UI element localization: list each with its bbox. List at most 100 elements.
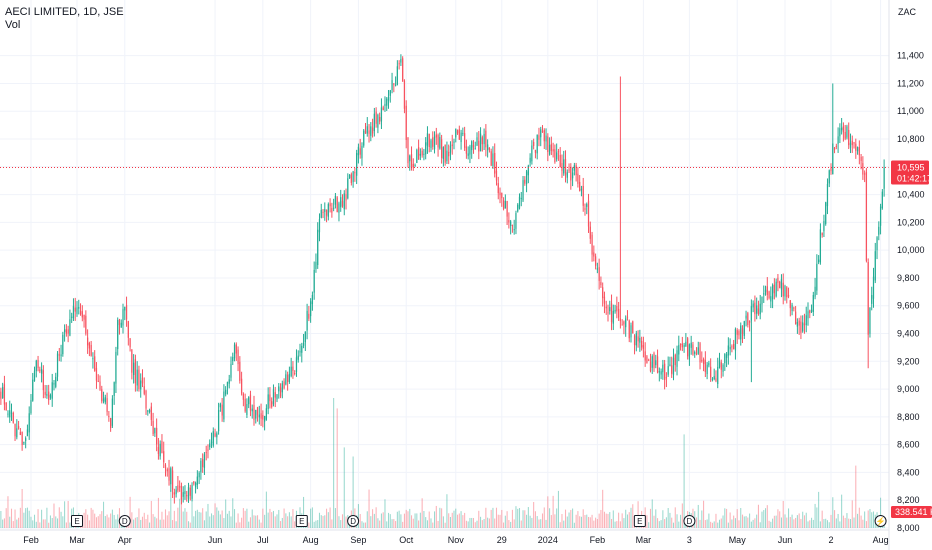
volume-bar [42, 519, 44, 528]
volume-bar [510, 521, 512, 528]
candle [879, 203, 882, 235]
volume-bar [485, 507, 487, 528]
candle [779, 280, 781, 289]
earnings-marker-icon[interactable]: E [633, 515, 646, 527]
volume-indicator-label[interactable]: Vol [5, 19, 21, 31]
volume-bar [136, 517, 138, 528]
candle [495, 161, 498, 186]
candle [32, 372, 34, 402]
candle [393, 83, 395, 93]
candle [343, 190, 345, 216]
candle [556, 143, 558, 162]
price-tick-label: 10,400 [897, 190, 925, 200]
earnings-marker-icon[interactable]: E [295, 515, 308, 527]
volume-bar [522, 510, 524, 528]
candle [451, 134, 453, 155]
candle [727, 337, 729, 365]
symbol-title[interactable]: AECI LIMITED, 1D, JSE [5, 6, 124, 18]
volume-bar [212, 515, 214, 528]
volume-bar [524, 510, 526, 528]
candle [747, 311, 749, 328]
volume-bar [575, 514, 577, 528]
event-markers[interactable]: E D E D E D ⚡ [70, 515, 887, 527]
volume-bar [704, 520, 706, 528]
candle [639, 329, 641, 352]
volume-bar [336, 408, 338, 528]
volume-bar [476, 520, 478, 528]
candle [607, 304, 609, 322]
candle [398, 60, 400, 70]
volume-bar [545, 519, 547, 528]
volume-bar [414, 513, 416, 528]
candle [869, 307, 871, 338]
volume-bar [623, 518, 625, 528]
chart-legend[interactable]: AECI LIMITED, 1D, JSE Vol [5, 6, 124, 32]
volume-bar [657, 518, 659, 528]
candle [550, 136, 552, 156]
volume-bar [464, 512, 466, 528]
price-axis[interactable]: 8,000 8,200 8,400 8,600 8,800 9,000 9,200 9,400… [897, 51, 925, 533]
dividend-marker-icon[interactable]: D [683, 515, 696, 527]
candle [191, 482, 193, 502]
candle [471, 140, 473, 159]
volume-bar [826, 520, 829, 528]
volume-bar [152, 514, 154, 528]
candle [387, 89, 390, 109]
candle [417, 139, 420, 160]
volume-bar [766, 505, 768, 528]
volume-bar [195, 510, 197, 528]
volume-bar [600, 509, 602, 528]
candle [626, 310, 629, 321]
volume-bar [228, 510, 230, 528]
candle [258, 405, 260, 425]
candle [127, 320, 129, 346]
candle [821, 232, 823, 238]
volume-bar [205, 511, 207, 528]
dividend-marker-icon[interactable]: D [118, 515, 131, 527]
volume-bar [481, 520, 483, 528]
candle [501, 192, 503, 207]
candle [168, 459, 170, 486]
volume-bar [800, 518, 802, 528]
candle [617, 301, 620, 321]
volume-bar [396, 511, 398, 528]
candle [802, 315, 804, 333]
volume-bar [727, 522, 729, 528]
earnings-marker-icon[interactable]: E [70, 515, 83, 527]
volume-bar [373, 513, 375, 528]
volume-bar [846, 513, 848, 528]
volume-bar [131, 512, 133, 528]
volume-bar [53, 503, 55, 528]
volume-bar [775, 515, 777, 528]
candle [272, 384, 275, 407]
volume-bar [531, 517, 533, 528]
candle [688, 343, 691, 366]
candle [584, 203, 586, 216]
volume-bar [577, 511, 579, 528]
volume-bar [603, 511, 605, 528]
candle [658, 367, 660, 382]
volume-bar [625, 509, 627, 528]
volume-bar [67, 500, 69, 528]
volume-bar [580, 516, 582, 528]
candle [575, 162, 577, 182]
time-axis[interactable]: Feb Mar Apr Jun Jul Aug Sep Oct Nov 29 2024 Feb Mar 3… [23, 535, 888, 545]
candle [623, 320, 625, 335]
price-tick-label: 9,200 [897, 356, 920, 366]
volume-bar [233, 509, 236, 528]
candle [748, 320, 751, 332]
dividend-marker-icon[interactable]: D [347, 515, 360, 527]
volume-bar [340, 520, 342, 528]
volume-bar [141, 516, 144, 528]
candle [310, 298, 312, 323]
candle [233, 342, 236, 362]
volume-bar [288, 512, 290, 528]
candle [816, 254, 818, 295]
volume-bar [30, 516, 32, 528]
volume-bar [311, 507, 313, 528]
candle [3, 375, 6, 411]
candle [193, 481, 195, 486]
lightning-marker-icon[interactable]: ⚡ [874, 515, 887, 527]
time-tick-label: Aug [303, 535, 319, 545]
